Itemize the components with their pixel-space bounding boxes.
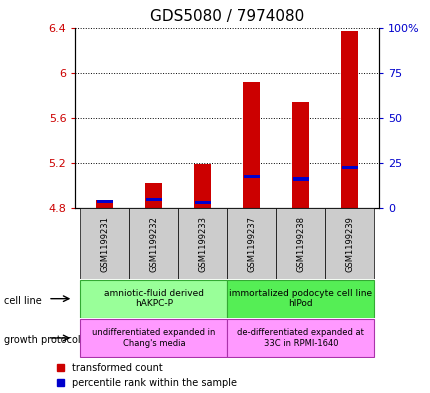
Bar bbox=[96, 200, 113, 208]
Text: immortalized podocyte cell line
hIPod: immortalized podocyte cell line hIPod bbox=[229, 289, 372, 309]
FancyBboxPatch shape bbox=[80, 319, 227, 357]
Text: GSM1199238: GSM1199238 bbox=[296, 216, 305, 272]
Bar bbox=[243, 82, 260, 208]
FancyBboxPatch shape bbox=[80, 208, 129, 279]
FancyBboxPatch shape bbox=[129, 208, 178, 279]
Text: de-differentiated expanded at
33C in RPMI-1640: de-differentiated expanded at 33C in RPM… bbox=[237, 328, 363, 348]
Bar bbox=[341, 166, 357, 169]
Bar bbox=[292, 102, 309, 208]
Bar bbox=[96, 200, 113, 203]
FancyBboxPatch shape bbox=[178, 208, 227, 279]
Text: growth protocol: growth protocol bbox=[4, 335, 81, 345]
Title: GDS5080 / 7974080: GDS5080 / 7974080 bbox=[150, 9, 304, 24]
Text: cell line: cell line bbox=[4, 296, 42, 306]
FancyBboxPatch shape bbox=[227, 280, 374, 318]
Text: GSM1199239: GSM1199239 bbox=[344, 216, 353, 272]
Text: GSM1199233: GSM1199233 bbox=[198, 216, 207, 272]
Text: amniotic-fluid derived
hAKPC-P: amniotic-fluid derived hAKPC-P bbox=[104, 289, 203, 309]
FancyBboxPatch shape bbox=[276, 208, 325, 279]
FancyBboxPatch shape bbox=[227, 208, 276, 279]
Legend: transformed count, percentile rank within the sample: transformed count, percentile rank withi… bbox=[56, 363, 237, 388]
FancyBboxPatch shape bbox=[227, 319, 374, 357]
FancyBboxPatch shape bbox=[325, 208, 374, 279]
Bar bbox=[194, 164, 211, 208]
FancyBboxPatch shape bbox=[80, 280, 227, 318]
Bar bbox=[194, 201, 211, 204]
Text: GSM1199231: GSM1199231 bbox=[100, 216, 109, 272]
Bar bbox=[341, 31, 358, 208]
Bar bbox=[292, 177, 308, 181]
Bar bbox=[145, 184, 162, 208]
Text: GSM1199237: GSM1199237 bbox=[247, 216, 256, 272]
Text: GSM1199232: GSM1199232 bbox=[149, 216, 158, 272]
Bar bbox=[243, 175, 259, 178]
Bar bbox=[145, 198, 162, 201]
Text: undifferentiated expanded in
Chang's media: undifferentiated expanded in Chang's med… bbox=[92, 328, 215, 348]
